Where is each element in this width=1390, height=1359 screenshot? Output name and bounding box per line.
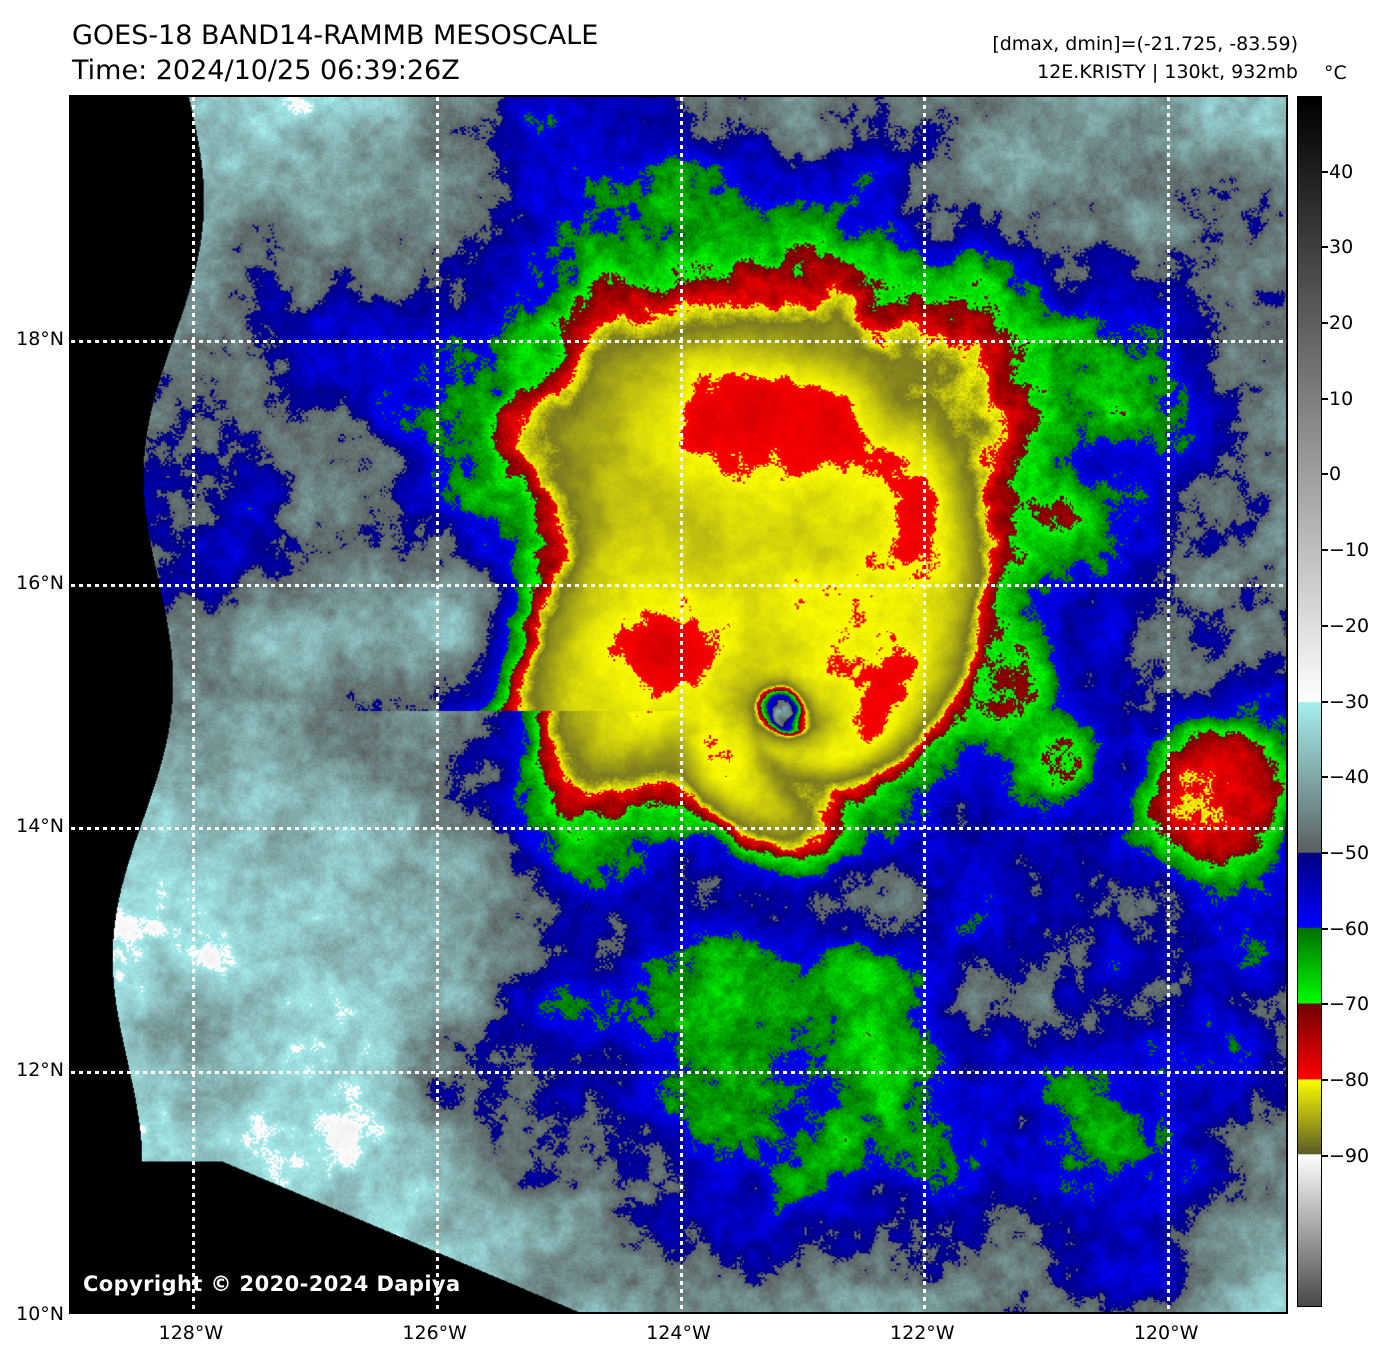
lat-tick-16N: 16°N (16, 571, 64, 594)
dmax-dmin-label: [dmax, dmin]=(-21.725, -83.59) (992, 33, 1298, 55)
timestamp-label: Time: 2024/10/25 06:39:26Z (72, 55, 460, 86)
colorbar-tick-30: 30 (1329, 236, 1354, 259)
colorbar-tick--60: −60 (1329, 917, 1370, 940)
colorbar-tick--30: −30 (1329, 690, 1370, 713)
colorbar-tick-20: 20 (1329, 312, 1354, 335)
colorbar-tickmark--70 (1322, 1003, 1328, 1006)
colorbar-tickmark--30 (1322, 700, 1328, 703)
colorbar-tick--10: −10 (1329, 539, 1370, 562)
lon-tick-124W: 124°W (646, 1322, 711, 1344)
colorbar-tickmark--90 (1322, 1154, 1328, 1157)
lat-tick-18N: 18°N (16, 327, 64, 350)
title-block: GOES-18 BAND14-RAMMB MESOSCALE Time: 202… (72, 18, 772, 88)
colorbar-tickmark--50 (1322, 851, 1328, 854)
colorbar-tickmark--80 (1322, 1078, 1328, 1081)
colorbar-tickmark-0 (1322, 473, 1328, 476)
colorbar-tick--20: −20 (1329, 614, 1370, 637)
lat-tick-14N: 14°N (16, 815, 64, 838)
colorbar-tickmark--10 (1322, 549, 1328, 552)
lon-tick-120W: 120°W (1133, 1322, 1199, 1344)
satellite-image-plot[interactable]: Copyright © 2020-2024 Dapiya (69, 95, 1288, 1314)
storm-info-label: 12E.KRISTY | 130kt, 932mb (1037, 61, 1298, 83)
colorbar-tickmark-20 (1322, 322, 1328, 325)
lat-tick-10N: 10°N (16, 1303, 64, 1325)
lon-tick-122W: 122°W (890, 1322, 955, 1344)
colorbar-tickmark-10 (1322, 397, 1328, 400)
metadata-block: [dmax, dmin]=(-21.725, -83.59) 12E.KRIST… (992, 30, 1298, 86)
page-title: GOES-18 BAND14-RAMMB MESOSCALE (72, 20, 599, 51)
colorbar-tick-0: 0 (1329, 463, 1342, 486)
lat-tick-12N: 12°N (16, 1059, 64, 1082)
colorbar-tick-40: 40 (1329, 160, 1354, 183)
satellite-imagery-canvas (71, 97, 1286, 1312)
colorbar-tickmark--20 (1322, 624, 1328, 627)
colorbar-tick--50: −50 (1329, 841, 1370, 864)
colorbar-gradient (1298, 97, 1321, 1306)
colorbar-unit-label: °C (1324, 62, 1347, 84)
temperature-colorbar[interactable] (1297, 96, 1322, 1307)
colorbar-tick-10: 10 (1329, 387, 1354, 410)
colorbar-tickmark--40 (1322, 776, 1328, 779)
colorbar-tick--70: −70 (1329, 993, 1370, 1016)
colorbar-tick--80: −80 (1329, 1068, 1370, 1091)
lon-tick-128W: 128°W (158, 1322, 224, 1344)
colorbar-tickmark--60 (1322, 927, 1328, 930)
lon-tick-126W: 126°W (402, 1322, 467, 1344)
colorbar-tickmark-40 (1322, 170, 1328, 173)
copyright-label: Copyright © 2020-2024 Dapiya (83, 1272, 461, 1296)
colorbar-tick--90: −90 (1329, 1144, 1370, 1167)
colorbar-tickmark-30 (1322, 246, 1328, 249)
colorbar-tick--40: −40 (1329, 766, 1370, 789)
